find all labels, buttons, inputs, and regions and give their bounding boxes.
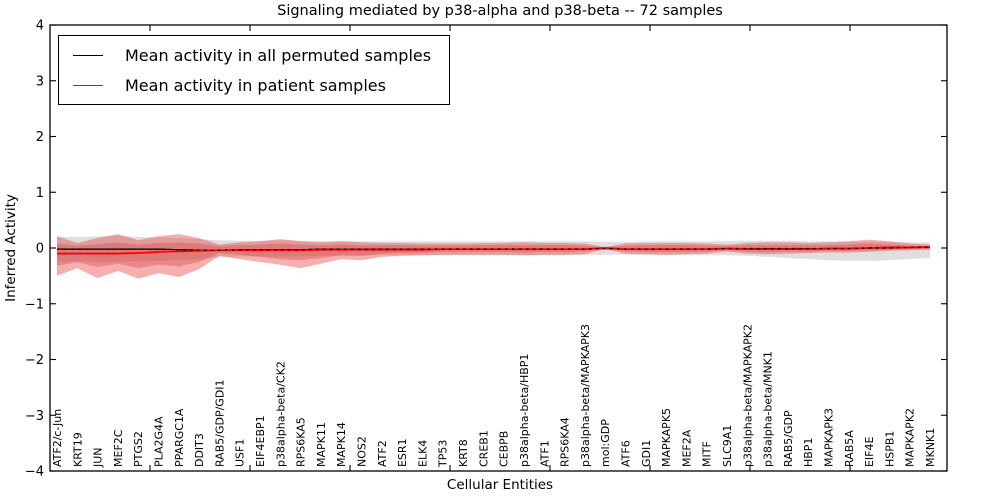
category-label: p38alpha-beta/MAPKAPK3 — [579, 324, 592, 467]
chart-title: Signaling mediated by p38-alpha and p38-… — [277, 3, 723, 19]
y-tick-label: −4 — [25, 465, 44, 480]
legend-label-patient: Mean activity in patient samples — [125, 75, 386, 95]
category-label: MEF2C — [112, 429, 125, 467]
category-label: KRT19 — [71, 432, 84, 467]
category-label: MAPKAPK3 — [822, 408, 835, 467]
category-label: GDI1 — [640, 440, 653, 467]
mean-patient-line — [57, 245, 931, 255]
y-tick-label: 2 — [36, 130, 44, 145]
y-tick-labels: 4 3 2 1 0 −1 −2 −3 −4 — [25, 19, 44, 480]
category-label: mol:GDP — [599, 419, 612, 467]
category-label: ATF2 — [376, 440, 389, 467]
category-label: CEBPB — [498, 431, 511, 467]
category-label: p38alpha-beta/MAPKAPK2 — [741, 324, 754, 467]
category-label: PPARGC1A — [173, 408, 186, 467]
category-label: MAPKAPK2 — [904, 408, 917, 467]
legend-item-permuted: Mean activity in all permuted samples — [73, 40, 431, 70]
legend-line-sample-black — [73, 54, 103, 56]
y-tick-label: −1 — [25, 297, 44, 312]
category-label: MITF — [701, 441, 714, 467]
legend-line-sample-red — [73, 84, 103, 86]
category-label: MKNK1 — [924, 428, 937, 467]
category-label: p38alpha-beta/MNK1 — [762, 351, 775, 467]
axis-ticks-group — [50, 24, 947, 472]
y-tick-label: 1 — [36, 186, 44, 201]
category-label: MAPK14 — [335, 422, 348, 467]
category-label: DDIT3 — [193, 433, 206, 467]
y-tick-label: 4 — [36, 19, 44, 34]
patient-samples-range-outer — [57, 234, 930, 279]
category-label: USF1 — [234, 439, 247, 467]
category-label: RPS6KA5 — [295, 417, 308, 467]
category-label: RAB5A — [843, 430, 856, 467]
x-axis-label: Cellular Entities — [446, 477, 554, 493]
category-label: ESR1 — [396, 438, 409, 467]
series-lines-group — [57, 245, 931, 255]
category-label: p38alpha-beta/CK2 — [274, 361, 287, 467]
category-label: RAB5/GDP/GDI1 — [213, 379, 226, 467]
category-label: EIF4EBP1 — [254, 415, 267, 467]
category-label: JUN — [92, 447, 105, 468]
category-label: RAB5/GDP — [782, 410, 795, 467]
y-tick-label: 3 — [36, 74, 44, 89]
category-label: PLA2G4A — [153, 416, 166, 467]
x-category-labels: ATF2/c-Jun KRT19 JUN MEF2C PTGS2 PLA2G4A PPARG… — [51, 324, 937, 468]
category-label: KRT8 — [457, 439, 470, 467]
category-label: PTGS2 — [132, 431, 145, 467]
category-label: p38alpha-beta/HBP1 — [518, 354, 531, 467]
legend-item-patient: Mean activity in patient samples — [73, 70, 431, 100]
category-label: SLC9A1 — [721, 425, 734, 467]
category-label: MAPKAPK5 — [660, 408, 673, 467]
bands-group — [57, 234, 930, 279]
category-label: ATF1 — [538, 440, 551, 467]
category-label: RPS6KA4 — [559, 417, 572, 467]
y-tick-label: −3 — [25, 409, 44, 424]
category-label: HSPB1 — [883, 431, 896, 467]
category-label: ATF2/c-Jun — [51, 409, 64, 467]
y-tick-label: 0 — [36, 242, 44, 257]
y-tick-label: −2 — [25, 353, 44, 368]
category-label: MAPK11 — [315, 422, 328, 467]
legend-box: Mean activity in all permuted samples Me… — [58, 35, 451, 105]
category-label: ATF6 — [619, 440, 632, 467]
category-label: MEF2A — [680, 429, 693, 467]
category-label: ELK4 — [416, 440, 429, 467]
category-label: EIF4E — [863, 436, 876, 467]
category-label: TP53 — [437, 440, 450, 468]
y-axis-label: Inferred Activity — [3, 194, 19, 302]
legend-label-permuted: Mean activity in all permuted samples — [125, 45, 432, 65]
category-label: HBP1 — [802, 438, 815, 467]
category-label: CREB1 — [477, 430, 490, 467]
category-label: NOS2 — [356, 436, 369, 467]
